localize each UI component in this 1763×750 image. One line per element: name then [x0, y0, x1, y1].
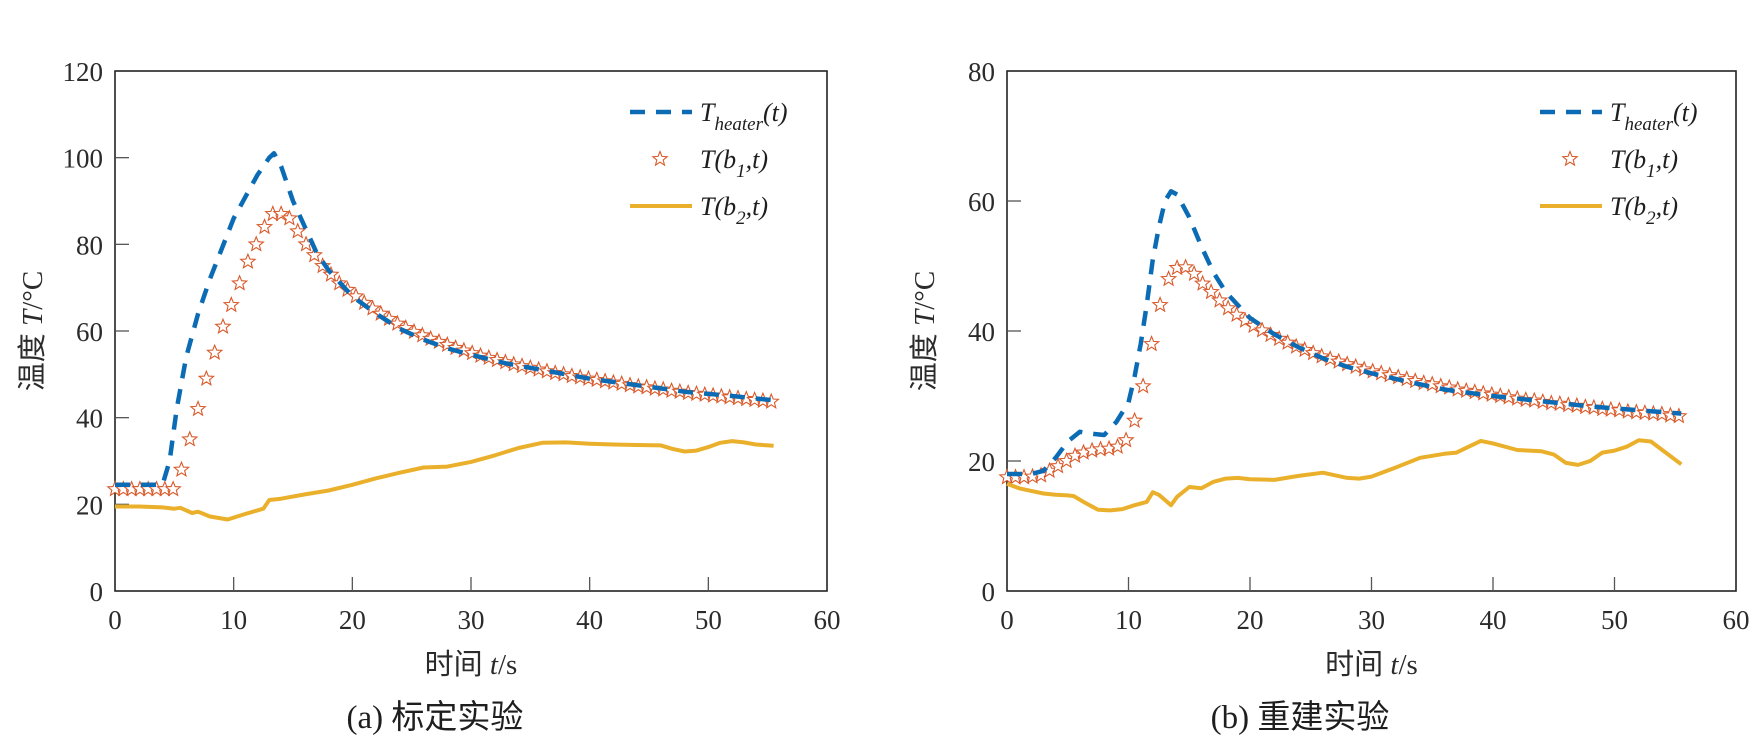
- data-point-star: [182, 431, 198, 446]
- series-line-tb2t: [1006, 438, 1683, 513]
- y-tick-label: 80: [968, 57, 995, 87]
- x-tick-label: 60: [814, 605, 841, 635]
- x-tick-label: 10: [1115, 605, 1142, 635]
- y-tick-label: 0: [90, 577, 104, 607]
- data-point-star: [1126, 412, 1143, 428]
- data-point-star: [256, 218, 273, 234]
- series-line-theatert: [115, 151, 774, 488]
- x-tick-label: 40: [1480, 605, 1507, 635]
- legend-label: T(b2,t): [1610, 192, 1678, 229]
- x-tick-label: 40: [576, 605, 603, 635]
- data-point-star: [1152, 296, 1168, 312]
- series-tb1t: [999, 259, 1687, 484]
- data-point-star: [1143, 335, 1160, 351]
- chart-panel-b: 0 10 20 30 40 50 60 0 20 40 60 80 时间 t/s 温度 T/°C Th…: [908, 57, 1750, 736]
- figure-caption: (b) 重建实验: [1211, 699, 1390, 736]
- legend-label: Theater(t): [1610, 98, 1698, 135]
- series-line-tb2t: [115, 439, 774, 522]
- legend-star-icon: [1562, 150, 1578, 166]
- figure-caption: (a) 标定实验: [347, 699, 524, 736]
- y-tick-label: 100: [63, 144, 104, 174]
- data-point-star: [190, 400, 206, 416]
- y-axis-label: 温度 T/°C: [908, 271, 941, 391]
- data-point-star: [198, 370, 215, 386]
- legend: Theater(t) T(b1,t) T(b2,t): [630, 98, 788, 229]
- y-axis-label: 温度 T/°C: [16, 271, 49, 391]
- legend: Theater(t) T(b1,t) T(b2,t): [1540, 98, 1698, 229]
- legend-item: T(b2,t): [1540, 192, 1678, 229]
- tick-marks: [1007, 200, 1616, 591]
- x-axis-label: 时间 t/s: [425, 648, 518, 681]
- x-tick-label: 30: [458, 605, 485, 635]
- data-point-star: [248, 236, 264, 251]
- legend-label: T(b1,t): [700, 145, 768, 182]
- data-point-star: [240, 253, 256, 269]
- legend-item: T(b1,t): [1562, 145, 1678, 182]
- legend-item: T(b1,t): [652, 145, 768, 182]
- data-point-star: [1135, 378, 1151, 393]
- x-tick-label: 50: [1601, 605, 1628, 635]
- y-tick-label: 40: [968, 317, 995, 347]
- legend-item: T(b2,t): [630, 192, 768, 229]
- y-tick-label: 20: [76, 490, 103, 520]
- x-tick-label: 10: [220, 605, 247, 635]
- data-point-star: [173, 461, 190, 477]
- legend-label: T(b1,t): [1610, 145, 1678, 182]
- x-tick-label: 60: [1723, 605, 1750, 635]
- x-tick-label: 0: [1000, 605, 1014, 635]
- y-tick-label: 60: [968, 187, 995, 217]
- x-tick-label: 50: [695, 605, 722, 635]
- data-point-star: [231, 275, 248, 290]
- chart-panel-a: 0 10 20 30 40 50 60 0 20 40 60 80 100 120 时间 t/s 温度 T…: [16, 57, 841, 736]
- legend-star-icon: [652, 150, 668, 166]
- tick-labels: 0 10 20 30 40 50 60 0 20 40 60 80: [968, 57, 1750, 635]
- y-tick-label: 40: [76, 404, 103, 434]
- y-tick-label: 0: [982, 577, 996, 607]
- x-tick-label: 30: [1358, 605, 1385, 635]
- legend-item: Theater(t): [1540, 98, 1698, 135]
- data-point-star: [206, 344, 223, 360]
- series-line-theatert: [1007, 189, 1682, 477]
- tick-labels: 0 10 20 30 40 50 60 0 20 40 60 80 100 120: [63, 57, 841, 635]
- legend-item: Theater(t): [630, 98, 788, 135]
- x-tick-label: 20: [1237, 605, 1264, 635]
- x-axis-label: 时间 t/s: [1325, 648, 1418, 681]
- data-point-star: [223, 296, 240, 312]
- x-tick-label: 0: [108, 605, 122, 635]
- x-tick-label: 20: [339, 605, 366, 635]
- y-tick-label: 60: [76, 317, 103, 347]
- series-layer: [107, 151, 779, 522]
- legend-label: T(b2,t): [700, 192, 768, 229]
- series-layer: [999, 189, 1687, 513]
- data-point-star: [215, 318, 231, 334]
- tick-marks: [115, 157, 709, 591]
- y-tick-label: 20: [968, 447, 995, 477]
- y-tick-label: 120: [63, 57, 104, 87]
- y-tick-label: 80: [76, 230, 103, 260]
- legend-label: Theater(t): [700, 98, 788, 135]
